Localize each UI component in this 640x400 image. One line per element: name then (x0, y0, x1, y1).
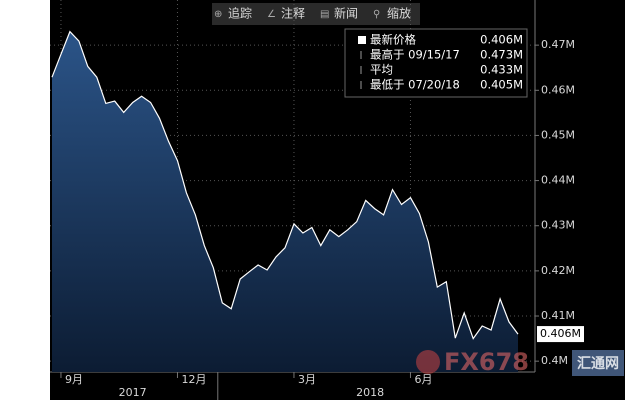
y-tick-label: 0.43M (541, 219, 575, 232)
toolbar-icon: ∠ (267, 9, 276, 20)
legend-label: 最新价格 (370, 33, 416, 47)
legend-label: 最高于 09/15/17 (370, 48, 460, 62)
x-group-label: 2018 (356, 386, 384, 399)
line (51, 30, 519, 340)
area (52, 31, 518, 372)
y-tick-label: 0.47M (541, 38, 575, 51)
toolbar-button[interactable]: 追踪 (228, 6, 252, 21)
y-tick-label: 0.46M (541, 83, 575, 96)
watermark: 汇通网 (577, 356, 619, 372)
legend-box (344, 28, 528, 98)
y-tick-label: 0.45M (541, 128, 575, 141)
toolbar-button[interactable]: 新闻 (334, 6, 358, 21)
x-tick-label: 6月 (414, 373, 432, 386)
y-tick-label: 0.42M (541, 264, 575, 277)
legend-value: 0.433M (480, 63, 523, 77)
legend-label: 最低于 07/20/18 (370, 78, 460, 92)
x-group-label: 2017 (119, 386, 147, 399)
x-tick-label: 12月 (181, 373, 206, 386)
legend-swatch (358, 36, 366, 44)
legend-value: 0.406M (480, 33, 523, 47)
watermark-logo (416, 350, 440, 374)
toolbar-icon: ▤ (320, 9, 329, 20)
last-value-tag (537, 326, 584, 343)
y-tick-label: 0.41M (541, 309, 575, 322)
x-tick-label: 3月 (298, 373, 316, 386)
y-tick-label: 0.44M (541, 174, 575, 187)
watermark: FX678 (444, 348, 529, 376)
toolbar-button[interactable]: 缩放 (387, 6, 411, 21)
toolbar-icon: ⊕ (214, 9, 222, 20)
toolbar-icon: ⚲ (373, 9, 380, 20)
watermark-box (572, 350, 624, 376)
legend-value: 0.473M (480, 48, 523, 62)
x-tick-label: 9月 (65, 373, 83, 386)
y-tick-label: 0.4M (541, 354, 568, 367)
legend-label: 平均 (370, 63, 393, 77)
last-value-label: 0.406M (540, 327, 581, 340)
legend-value: 0.405M (480, 78, 523, 92)
toolbar-button[interactable]: 注释 (281, 6, 305, 21)
toolbar (212, 3, 420, 25)
